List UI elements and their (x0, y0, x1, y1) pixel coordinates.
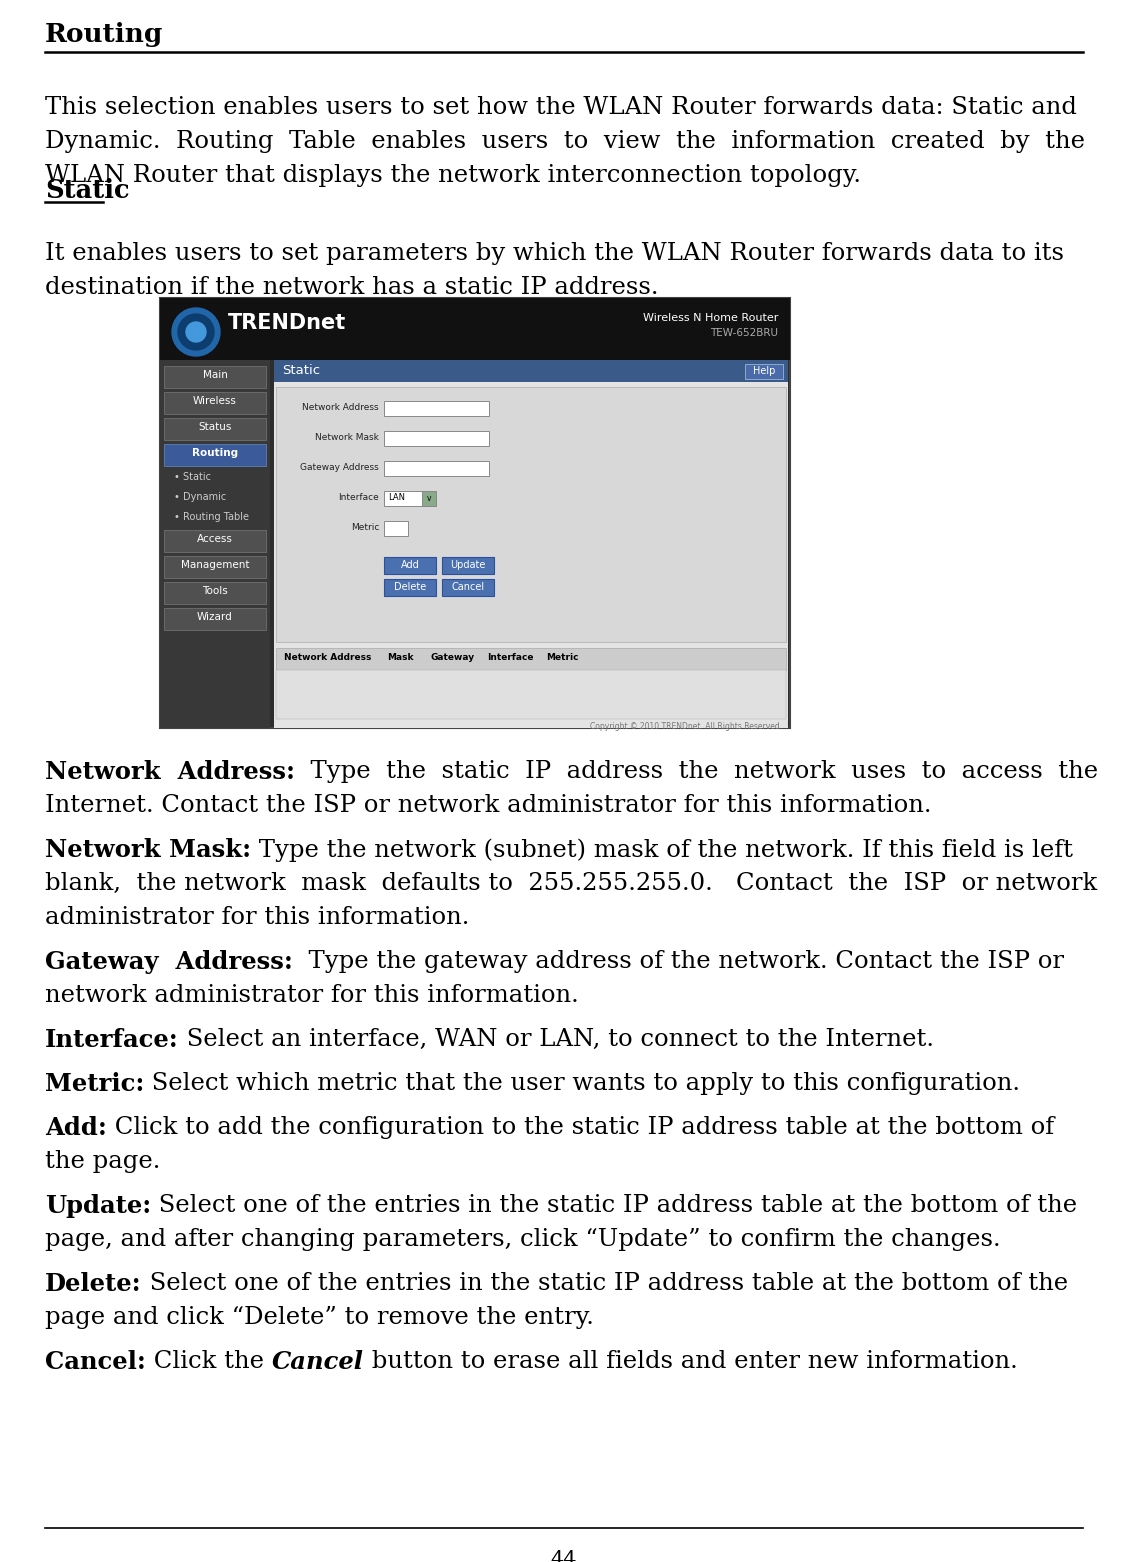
Text: Status: Status (199, 422, 231, 433)
Text: network administrator for this information.: network administrator for this informati… (45, 984, 579, 1007)
Text: Type the gateway address of the network. Contact the ISP or: Type the gateway address of the network.… (293, 950, 1064, 973)
Text: Select one of the entries in the static IP address table at the bottom of the: Select one of the entries in the static … (151, 1193, 1077, 1217)
FancyBboxPatch shape (164, 419, 266, 440)
Text: It enables users to set parameters by which the WLAN Router forwards data to its: It enables users to set parameters by wh… (45, 242, 1064, 266)
FancyBboxPatch shape (384, 461, 490, 476)
FancyBboxPatch shape (164, 530, 266, 551)
Text: LAN: LAN (388, 494, 405, 501)
Text: Wireless: Wireless (193, 397, 237, 406)
Text: button to erase all fields and enter new information.: button to erase all fields and enter new… (363, 1350, 1017, 1373)
Text: Internet. Contact the ISP or network administrator for this information.: Internet. Contact the ISP or network adm… (45, 793, 932, 817)
FancyBboxPatch shape (164, 583, 266, 604)
Text: Select which metric that the user wants to apply to this configuration.: Select which metric that the user wants … (144, 1072, 1021, 1095)
Text: Routing: Routing (45, 22, 164, 47)
Text: Interface: Interface (338, 494, 379, 501)
FancyBboxPatch shape (164, 608, 266, 629)
Text: Click to add the configuration to the static IP address table at the bottom of: Click to add the configuration to the st… (107, 1115, 1054, 1139)
Text: Select one of the entries in the static IP address table at the bottom of the: Select one of the entries in the static … (142, 1271, 1068, 1295)
Text: Cancel: Cancel (451, 583, 485, 592)
Text: Metric: Metric (546, 653, 579, 662)
FancyBboxPatch shape (442, 558, 494, 573)
FancyBboxPatch shape (384, 490, 437, 506)
Text: page, and after changing parameters, click “Update” to confirm the changes.: page, and after changing parameters, cli… (45, 1228, 1001, 1251)
Text: Click the: Click the (146, 1350, 272, 1373)
FancyBboxPatch shape (384, 580, 437, 597)
Text: Main: Main (203, 370, 228, 380)
Circle shape (178, 314, 214, 350)
Circle shape (186, 322, 206, 342)
FancyBboxPatch shape (422, 490, 437, 506)
Text: Select an interface, WAN or LAN, to connect to the Internet.: Select an interface, WAN or LAN, to conn… (178, 1028, 934, 1051)
Text: Interface: Interface (487, 653, 534, 662)
Text: Access: Access (197, 534, 233, 544)
FancyBboxPatch shape (442, 580, 494, 597)
FancyBboxPatch shape (274, 359, 788, 728)
Text: Network Address: Network Address (284, 653, 371, 662)
FancyBboxPatch shape (160, 298, 790, 728)
FancyBboxPatch shape (384, 401, 490, 415)
Text: Help: Help (752, 366, 775, 376)
Text: TEW-652BRU: TEW-652BRU (710, 328, 778, 337)
Text: WLAN Router that displays the network interconnection topology.: WLAN Router that displays the network in… (45, 164, 861, 187)
Text: Static: Static (45, 178, 130, 203)
Text: Metric:: Metric: (45, 1072, 144, 1097)
FancyBboxPatch shape (384, 431, 490, 447)
Text: Type  the  static  IP  address  the  network  uses  to  access  the: Type the static IP address the network u… (296, 761, 1099, 783)
Text: Gateway Address: Gateway Address (300, 462, 379, 472)
Text: Delete: Delete (394, 583, 426, 592)
FancyBboxPatch shape (164, 556, 266, 578)
Text: Interface:: Interface: (45, 1028, 178, 1051)
Text: destination if the network has a static IP address.: destination if the network has a static … (45, 276, 659, 298)
FancyBboxPatch shape (276, 670, 786, 719)
Text: Routing: Routing (192, 448, 238, 458)
Text: Add: Add (400, 561, 420, 570)
Text: Network  Address:: Network Address: (45, 761, 296, 784)
Text: Network Mask: Network Mask (315, 433, 379, 442)
FancyBboxPatch shape (164, 392, 266, 414)
Text: Type the network (subnet) mask of the network. If this field is left: Type the network (subnet) mask of the ne… (252, 837, 1073, 862)
Text: Network Address: Network Address (302, 403, 379, 412)
Text: • Routing Table: • Routing Table (174, 512, 249, 522)
Text: Mask: Mask (387, 653, 413, 662)
Text: v: v (426, 494, 431, 503)
FancyBboxPatch shape (164, 444, 266, 465)
Text: Management: Management (180, 561, 249, 570)
Text: Metric: Metric (351, 523, 379, 533)
FancyBboxPatch shape (384, 558, 437, 573)
Text: TRENDnet: TRENDnet (228, 312, 346, 333)
Text: Cancel:: Cancel: (45, 1350, 146, 1375)
Text: Update: Update (450, 561, 486, 570)
Text: Add:: Add: (45, 1115, 107, 1140)
FancyBboxPatch shape (160, 298, 790, 359)
Text: page and click “Delete” to remove the entry.: page and click “Delete” to remove the en… (45, 1306, 593, 1329)
Text: the page.: the page. (45, 1150, 160, 1173)
Circle shape (171, 308, 220, 356)
FancyBboxPatch shape (164, 366, 266, 387)
Text: Network Mask:: Network Mask: (45, 837, 252, 862)
Text: • Static: • Static (174, 472, 211, 483)
Text: administrator for this information.: administrator for this information. (45, 906, 469, 929)
Text: Cancel: Cancel (272, 1350, 363, 1375)
FancyBboxPatch shape (384, 522, 408, 536)
FancyBboxPatch shape (160, 359, 270, 728)
FancyBboxPatch shape (274, 359, 788, 383)
FancyBboxPatch shape (276, 648, 786, 670)
Text: Gateway  Address:: Gateway Address: (45, 950, 293, 975)
Text: Dynamic.  Routing  Table  enables  users  to  view  the  information  created  b: Dynamic. Routing Table enables users to … (45, 130, 1085, 153)
Text: Delete:: Delete: (45, 1271, 142, 1296)
Text: Copyright © 2010 TRENDnet. All Rights Reserved.: Copyright © 2010 TRENDnet. All Rights Re… (590, 722, 782, 731)
FancyBboxPatch shape (276, 387, 786, 642)
Text: Wireless N Home Router: Wireless N Home Router (643, 312, 778, 323)
Text: blank,  the network  mask  defaults to  255.255.255.0.   Contact  the  ISP  or n: blank, the network mask defaults to 255.… (45, 872, 1098, 895)
Text: Tools: Tools (202, 586, 228, 597)
Text: 44: 44 (550, 1550, 578, 1562)
Text: Static: Static (282, 364, 320, 376)
Text: Update:: Update: (45, 1193, 151, 1218)
Text: • Dynamic: • Dynamic (174, 492, 227, 501)
FancyBboxPatch shape (744, 364, 783, 380)
Text: Gateway: Gateway (431, 653, 475, 662)
Text: Wizard: Wizard (197, 612, 232, 622)
Text: This selection enables users to set how the WLAN Router forwards data: Static an: This selection enables users to set how … (45, 95, 1077, 119)
